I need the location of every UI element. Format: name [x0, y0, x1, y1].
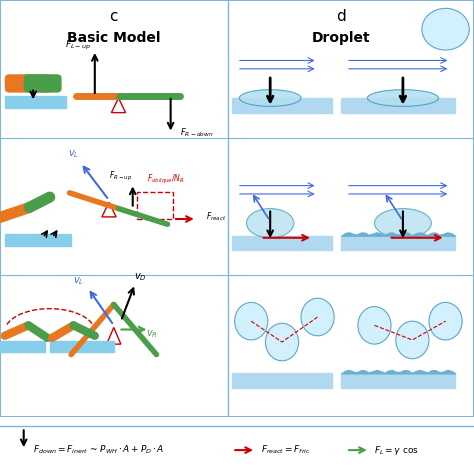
Text: $F_{react}$: $F_{react}$: [206, 211, 227, 223]
Bar: [0, 341, 45, 353]
Text: $F_{R-down}$: $F_{R-down}$: [180, 127, 214, 139]
Text: $F_{L-up}$: $F_{L-up}$: [65, 39, 91, 53]
Bar: [232, 236, 332, 250]
Ellipse shape: [246, 209, 294, 238]
Ellipse shape: [429, 302, 462, 340]
Bar: [5, 234, 71, 246]
Ellipse shape: [422, 9, 469, 50]
Bar: [232, 374, 332, 388]
Text: $v_L$: $v_L$: [73, 276, 84, 287]
Bar: [137, 192, 173, 219]
Text: $F_L = \gamma$ cos: $F_L = \gamma$ cos: [374, 444, 419, 456]
Bar: [5, 96, 66, 109]
Ellipse shape: [265, 323, 299, 361]
Text: Basic Model: Basic Model: [67, 30, 161, 45]
Bar: [50, 341, 114, 353]
Text: d: d: [337, 9, 346, 24]
Text: $F_{react}= F_{fric}$: $F_{react}= F_{fric}$: [261, 444, 310, 456]
Ellipse shape: [239, 90, 301, 106]
FancyBboxPatch shape: [5, 74, 52, 92]
Ellipse shape: [358, 307, 391, 344]
Text: c: c: [109, 9, 118, 24]
Text: $v_L$: $v_L$: [68, 148, 79, 160]
FancyBboxPatch shape: [24, 74, 62, 92]
Text: $F_{oblique}/N_R$: $F_{oblique}/N_R$: [147, 173, 185, 186]
Ellipse shape: [235, 302, 268, 340]
Ellipse shape: [367, 90, 438, 106]
Bar: [341, 374, 455, 388]
Text: Droplet: Droplet: [312, 30, 371, 45]
Ellipse shape: [374, 209, 431, 238]
Text: $v_D$: $v_D$: [134, 272, 146, 283]
Ellipse shape: [301, 298, 334, 336]
Ellipse shape: [396, 321, 429, 359]
Text: $F_{down}= F_{inert}$ ~ $P_{WH}\cdot A + P_D\cdot A$: $F_{down}= F_{inert}$ ~ $P_{WH}\cdot A +…: [33, 444, 164, 456]
Bar: [232, 98, 332, 113]
Bar: [341, 236, 455, 250]
Text: $F_{R-up}$: $F_{R-up}$: [109, 170, 132, 183]
Text: $v_R$: $v_R$: [146, 328, 157, 340]
Bar: [341, 98, 455, 113]
